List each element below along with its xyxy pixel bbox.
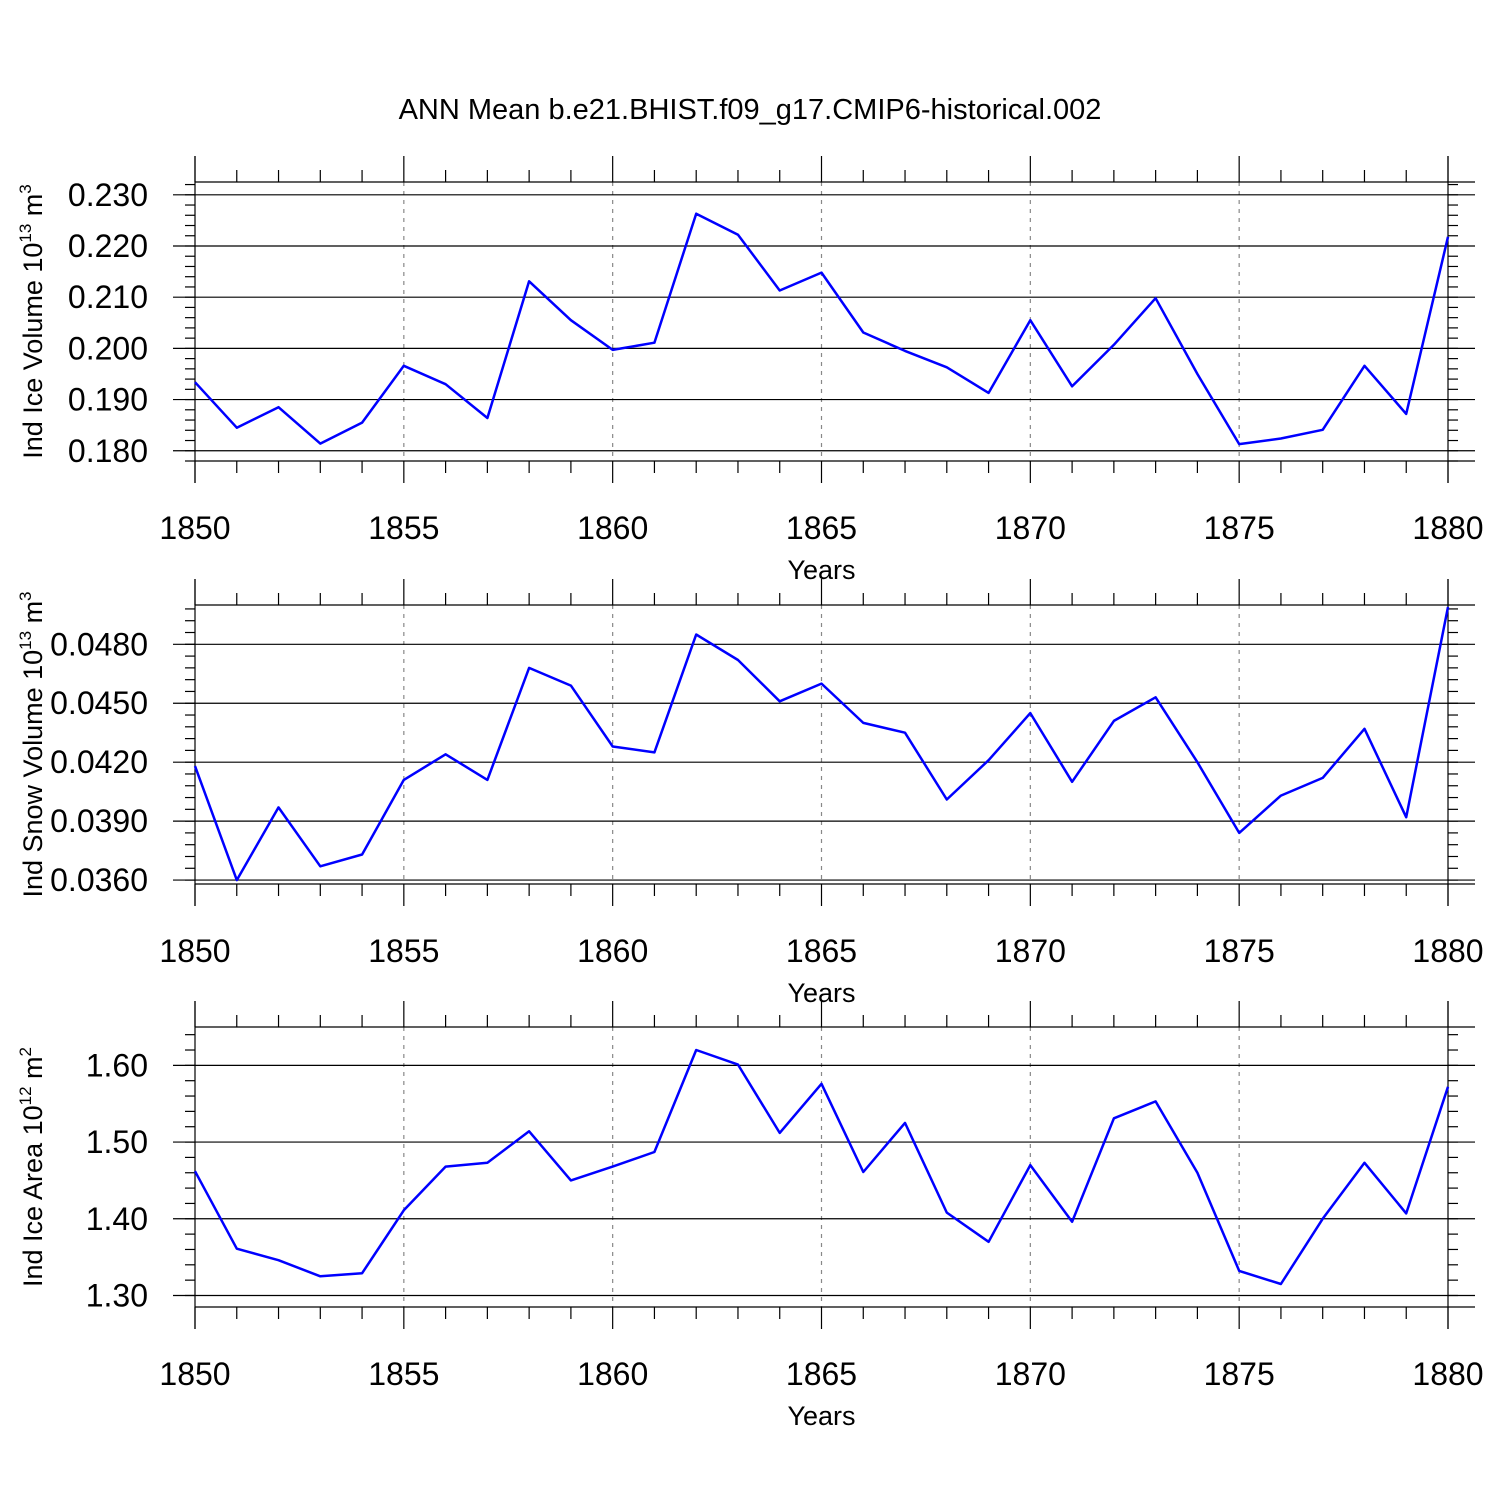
y-tick-label: 0.0420 [50, 744, 148, 780]
panel-3: 1.30 1.40 1.50 1.60 1850 1855 1860 1865 1870 1875… [16, 1001, 1484, 1431]
y-tick-label: 0.0360 [50, 862, 148, 898]
series-line [193, 1048, 1450, 1286]
y-axis-label-unit: m [18, 601, 48, 631]
series-line [194, 212, 1450, 446]
y-tick-label: 0.0450 [50, 685, 148, 721]
y-tick-label: 0.180 [68, 433, 148, 469]
y-tick-label: 0.200 [68, 330, 148, 366]
series-line [193, 606, 1450, 882]
y-axis-label: Ind Ice Area 1012 m2 [16, 1047, 48, 1287]
x-tick-label: 1850 [159, 933, 230, 969]
x-tick-label: 1875 [1204, 1356, 1275, 1392]
y-axis-label-text: Ind Snow Volume 10 [18, 650, 48, 898]
x-tick-label: 1880 [1412, 510, 1483, 546]
y-axis-label-exponent: 12 [16, 1086, 35, 1105]
y-tick-label: 1.50 [86, 1124, 148, 1160]
y-axis-label-unit-exponent: 2 [16, 1047, 35, 1056]
y-tick-label: 0.0480 [50, 626, 148, 662]
x-axis-label: Years [787, 1401, 855, 1431]
y-axis-label: Ind Ice Volume 1013 m3 [16, 184, 48, 459]
y-tick-label: 0.210 [68, 279, 148, 315]
x-tick-label: 1875 [1204, 510, 1275, 546]
y-axis-label-text: Ind Ice Volume 10 [18, 243, 48, 459]
x-tick-label: 1880 [1412, 1356, 1483, 1392]
x-tick-label: 1870 [995, 933, 1066, 969]
y-axis-label-text: Ind Ice Area 10 [18, 1105, 48, 1287]
x-tick-label: 1850 [159, 510, 230, 546]
y-axis-label-unit-exponent: 3 [16, 591, 35, 600]
panels: 0.180 0.190 0.200 0.210 0.220 0.230 1850 1855 18… [16, 156, 1484, 1431]
y-axis-label-unit: m [18, 194, 48, 224]
panel-2: 0.0360 0.0390 0.0420 0.0450 0.0480 1850 1855 18… [16, 579, 1484, 1008]
x-tick-label: 1870 [995, 1356, 1066, 1392]
x-tick-label: 1860 [577, 510, 648, 546]
y-tick-label: 1.60 [86, 1047, 148, 1083]
x-tick-label: 1855 [368, 933, 439, 969]
x-tick-label: 1855 [368, 1356, 439, 1392]
x-tick-label: 1850 [159, 1356, 230, 1392]
y-tick-label: 1.30 [86, 1277, 148, 1313]
x-tick-label: 1860 [577, 933, 648, 969]
y-tick-label: 0.220 [68, 228, 148, 264]
y-tick-label: 0.230 [68, 177, 148, 213]
x-tick-label: 1875 [1204, 933, 1275, 969]
x-tick-label: 1870 [995, 510, 1066, 546]
y-axis-label-exponent: 13 [16, 631, 35, 650]
y-tick-label: 0.190 [68, 382, 148, 418]
panel-1: 0.180 0.190 0.200 0.210 0.220 0.230 1850 1855 18… [16, 156, 1484, 585]
x-tick-label: 1860 [577, 1356, 648, 1392]
x-tick-label: 1865 [786, 933, 857, 969]
y-tick-label: 0.0390 [50, 803, 148, 839]
figure-title: ANN Mean b.e21.BHIST.f09_g17.CMIP6-histo… [399, 94, 1102, 126]
y-tick-label: 1.40 [86, 1201, 148, 1237]
x-tick-label: 1865 [786, 1356, 857, 1392]
x-tick-label: 1865 [786, 510, 857, 546]
y-axis-label: Ind Snow Volume 1013 m3 [16, 591, 48, 897]
y-axis-label-unit: m [18, 1056, 48, 1086]
x-tick-label: 1855 [368, 510, 439, 546]
y-axis-label-unit-exponent: 3 [16, 184, 35, 193]
x-tick-label: 1880 [1412, 933, 1483, 969]
y-axis-label-exponent: 13 [16, 224, 35, 243]
